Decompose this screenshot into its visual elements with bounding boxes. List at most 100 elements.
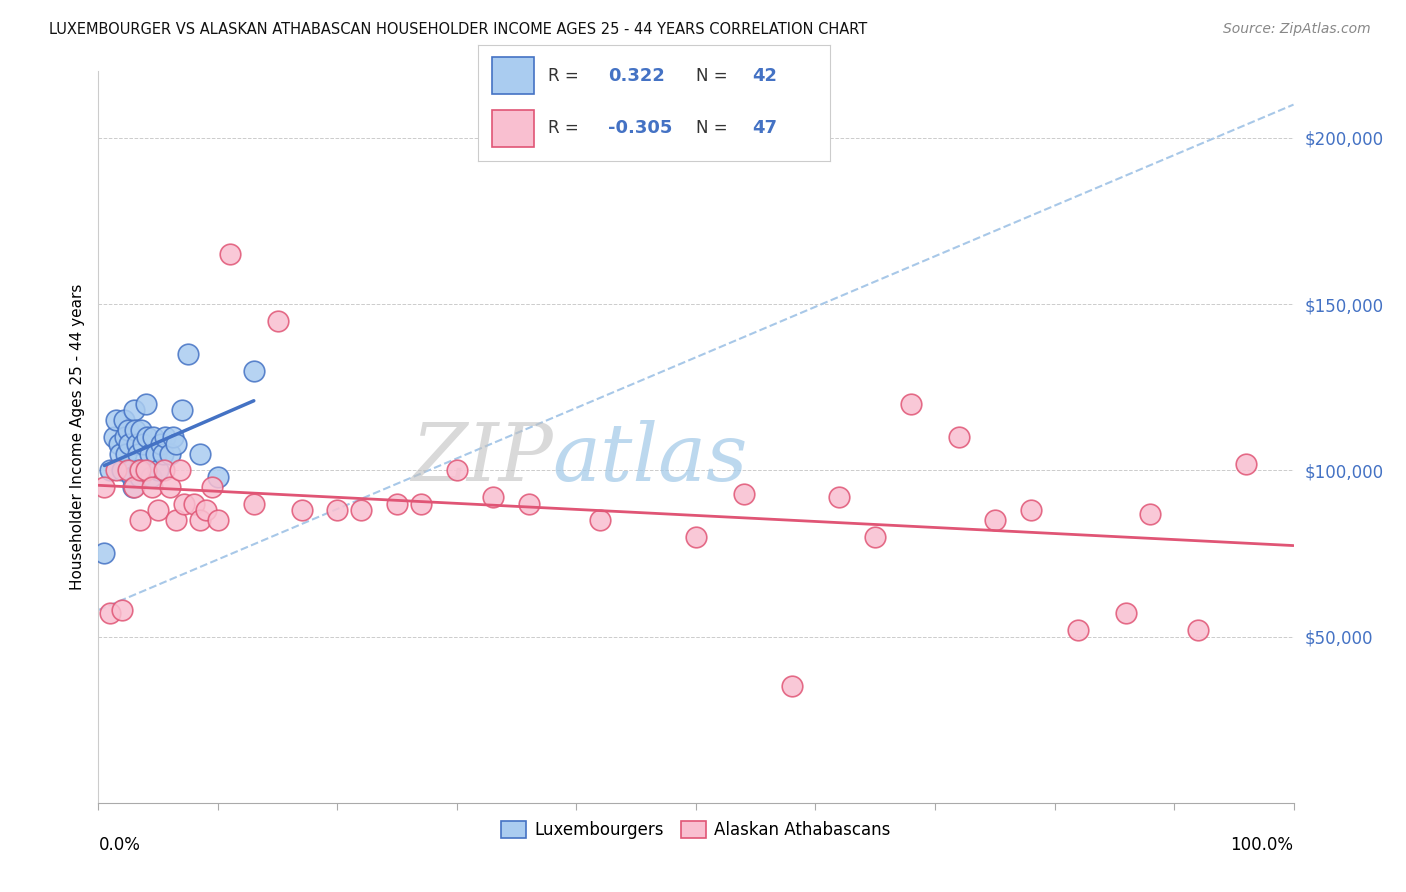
Point bbox=[172, 403, 194, 417]
Point bbox=[124, 424, 146, 438]
Text: 47: 47 bbox=[752, 120, 778, 137]
Point bbox=[135, 397, 157, 411]
Point bbox=[117, 424, 139, 438]
Point bbox=[124, 403, 146, 417]
Point bbox=[1019, 503, 1042, 517]
Point bbox=[207, 513, 229, 527]
Point bbox=[165, 436, 187, 450]
Point bbox=[107, 436, 129, 450]
Text: 0.0%: 0.0% bbox=[98, 836, 141, 854]
Point bbox=[481, 490, 505, 504]
Point bbox=[1115, 607, 1137, 621]
Point bbox=[108, 447, 131, 461]
Point bbox=[169, 463, 191, 477]
Point bbox=[122, 480, 145, 494]
Point bbox=[152, 447, 174, 461]
Point bbox=[131, 436, 153, 450]
Point bbox=[865, 530, 887, 544]
Y-axis label: Householder Income Ages 25 - 44 years: Householder Income Ages 25 - 44 years bbox=[69, 284, 84, 591]
Bar bbox=[492, 110, 534, 146]
Point bbox=[145, 447, 167, 461]
Point bbox=[243, 497, 266, 511]
Point bbox=[984, 513, 1007, 527]
Point bbox=[173, 497, 195, 511]
Point bbox=[153, 463, 176, 477]
Point bbox=[1187, 623, 1209, 637]
Point bbox=[125, 436, 148, 450]
Point bbox=[159, 480, 181, 494]
Point bbox=[117, 463, 139, 477]
Point bbox=[1139, 507, 1161, 521]
Point bbox=[446, 463, 468, 477]
Point bbox=[326, 503, 349, 517]
Point bbox=[129, 463, 152, 477]
Point bbox=[132, 463, 155, 477]
Point bbox=[141, 480, 163, 494]
Text: -0.305: -0.305 bbox=[609, 120, 672, 137]
Point bbox=[685, 530, 707, 544]
Point bbox=[201, 480, 224, 494]
Point bbox=[207, 470, 229, 484]
Point bbox=[948, 430, 970, 444]
Point bbox=[411, 497, 433, 511]
Point bbox=[385, 497, 409, 511]
Point bbox=[188, 513, 211, 527]
Point bbox=[195, 503, 218, 517]
Point bbox=[129, 513, 152, 527]
Point bbox=[114, 430, 136, 444]
Point bbox=[128, 463, 150, 477]
Point bbox=[589, 513, 612, 527]
Point bbox=[159, 447, 181, 461]
Point bbox=[93, 546, 115, 560]
Point bbox=[149, 436, 172, 450]
Point bbox=[267, 314, 290, 328]
Point bbox=[118, 436, 141, 450]
Point bbox=[177, 347, 200, 361]
Point bbox=[733, 486, 755, 500]
Point bbox=[127, 447, 149, 461]
Point bbox=[142, 430, 165, 444]
Text: 42: 42 bbox=[752, 67, 778, 85]
Point bbox=[350, 503, 373, 517]
Point bbox=[98, 463, 122, 477]
Legend: Luxembourgers, Alaskan Athabascans: Luxembourgers, Alaskan Athabascans bbox=[495, 814, 897, 846]
Point bbox=[105, 463, 128, 477]
Point bbox=[219, 247, 242, 261]
Point bbox=[165, 513, 187, 527]
Point bbox=[828, 490, 851, 504]
Point bbox=[1067, 623, 1090, 637]
Text: 100.0%: 100.0% bbox=[1230, 836, 1294, 854]
Text: N =: N = bbox=[696, 67, 727, 85]
Point bbox=[103, 430, 125, 444]
Point bbox=[111, 463, 134, 477]
Point bbox=[131, 424, 153, 438]
Point bbox=[98, 607, 122, 621]
Bar bbox=[492, 57, 534, 95]
Point bbox=[105, 413, 128, 427]
Point bbox=[120, 463, 142, 477]
Point bbox=[148, 463, 170, 477]
Point bbox=[900, 397, 922, 411]
Point bbox=[121, 470, 143, 484]
Text: LUXEMBOURGER VS ALASKAN ATHABASCAN HOUSEHOLDER INCOME AGES 25 - 44 YEARS CORRELA: LUXEMBOURGER VS ALASKAN ATHABASCAN HOUSE… bbox=[49, 22, 868, 37]
Text: atlas: atlas bbox=[553, 420, 748, 498]
Point bbox=[129, 470, 152, 484]
Text: R =: R = bbox=[548, 67, 579, 85]
Point bbox=[136, 430, 159, 444]
Point bbox=[1234, 457, 1257, 471]
Point bbox=[135, 463, 157, 477]
Point bbox=[124, 480, 146, 494]
Point bbox=[115, 447, 138, 461]
Point bbox=[291, 503, 314, 517]
Point bbox=[183, 497, 205, 511]
Text: ZIP: ZIP bbox=[411, 420, 553, 498]
Point bbox=[188, 447, 211, 461]
Point bbox=[155, 430, 177, 444]
Point bbox=[112, 413, 135, 427]
Text: 0.322: 0.322 bbox=[609, 67, 665, 85]
Point bbox=[93, 480, 115, 494]
Point bbox=[780, 680, 803, 694]
Point bbox=[139, 447, 162, 461]
Text: N =: N = bbox=[696, 120, 727, 137]
Point bbox=[517, 497, 540, 511]
